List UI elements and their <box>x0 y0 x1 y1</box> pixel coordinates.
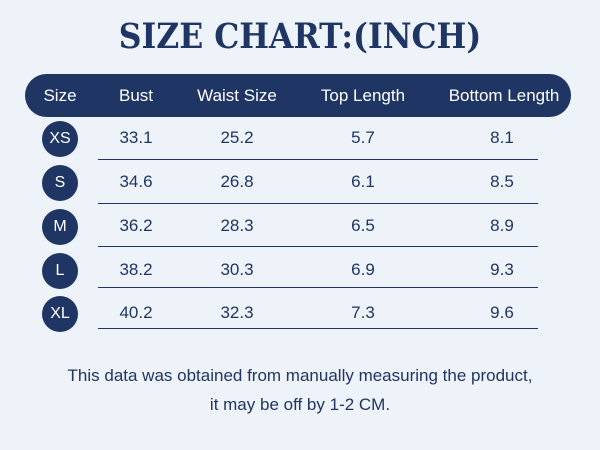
header-top-length: Top Length <box>320 86 406 105</box>
top-length-value: 5.7 <box>351 128 375 147</box>
top-length-value: 7.3 <box>351 303 375 322</box>
header-size: Size <box>43 86 77 105</box>
top-length-value: 6.5 <box>351 216 375 235</box>
bottom-length-value: 8.5 <box>490 172 514 191</box>
row-divider <box>98 328 538 329</box>
size-badge: XS <box>42 121 78 157</box>
waist-value: 28.3 <box>220 216 254 235</box>
size-badge: S <box>42 165 78 201</box>
top-length-value: 6.9 <box>351 260 375 279</box>
bottom-length-value: 9.3 <box>490 260 514 279</box>
table-row: XL 40.2 32.3 7.3 9.6 <box>0 293 600 333</box>
table-row: S 34.6 26.8 6.1 8.5 <box>0 162 600 202</box>
size-badge: M <box>42 209 78 245</box>
row-divider <box>98 287 538 288</box>
bottom-length-value: 9.6 <box>490 303 514 322</box>
waist-value: 26.8 <box>220 172 254 191</box>
waist-value: 32.3 <box>220 303 254 322</box>
header-bust: Bust <box>118 86 154 105</box>
waist-value: 25.2 <box>220 128 254 147</box>
bust-value: 36.2 <box>119 216 153 235</box>
table-row: M 36.2 28.3 6.5 8.9 <box>0 206 600 246</box>
row-divider <box>98 246 538 247</box>
disclaimer-line-2: it may be off by 1-2 CM. <box>209 395 391 414</box>
disclaimer-line-1: This data was obtained from manually mea… <box>67 366 533 385</box>
bust-value: 40.2 <box>119 303 153 322</box>
page-title: SIZE CHART:(INCH) <box>118 16 482 57</box>
size-badge: XL <box>42 296 78 332</box>
row-divider <box>98 159 538 160</box>
table-header: Size Bust Waist Size Top Length Bottom L… <box>25 74 571 117</box>
size-badge: L <box>42 253 78 289</box>
bust-value: 34.6 <box>119 172 153 191</box>
bust-value: 38.2 <box>119 260 153 279</box>
waist-value: 30.3 <box>220 260 254 279</box>
table-row: XS 33.1 25.2 5.7 8.1 <box>0 118 600 158</box>
top-length-value: 6.1 <box>351 172 375 191</box>
header-bottom-length: Bottom Length <box>448 86 560 105</box>
bust-value: 33.1 <box>119 128 153 147</box>
bottom-length-value: 8.9 <box>490 216 514 235</box>
header-waist-size: Waist Size <box>197 86 277 105</box>
table-row: L 38.2 30.3 6.9 9.3 <box>0 250 600 290</box>
bottom-length-value: 8.1 <box>490 128 514 147</box>
row-divider <box>98 203 538 204</box>
